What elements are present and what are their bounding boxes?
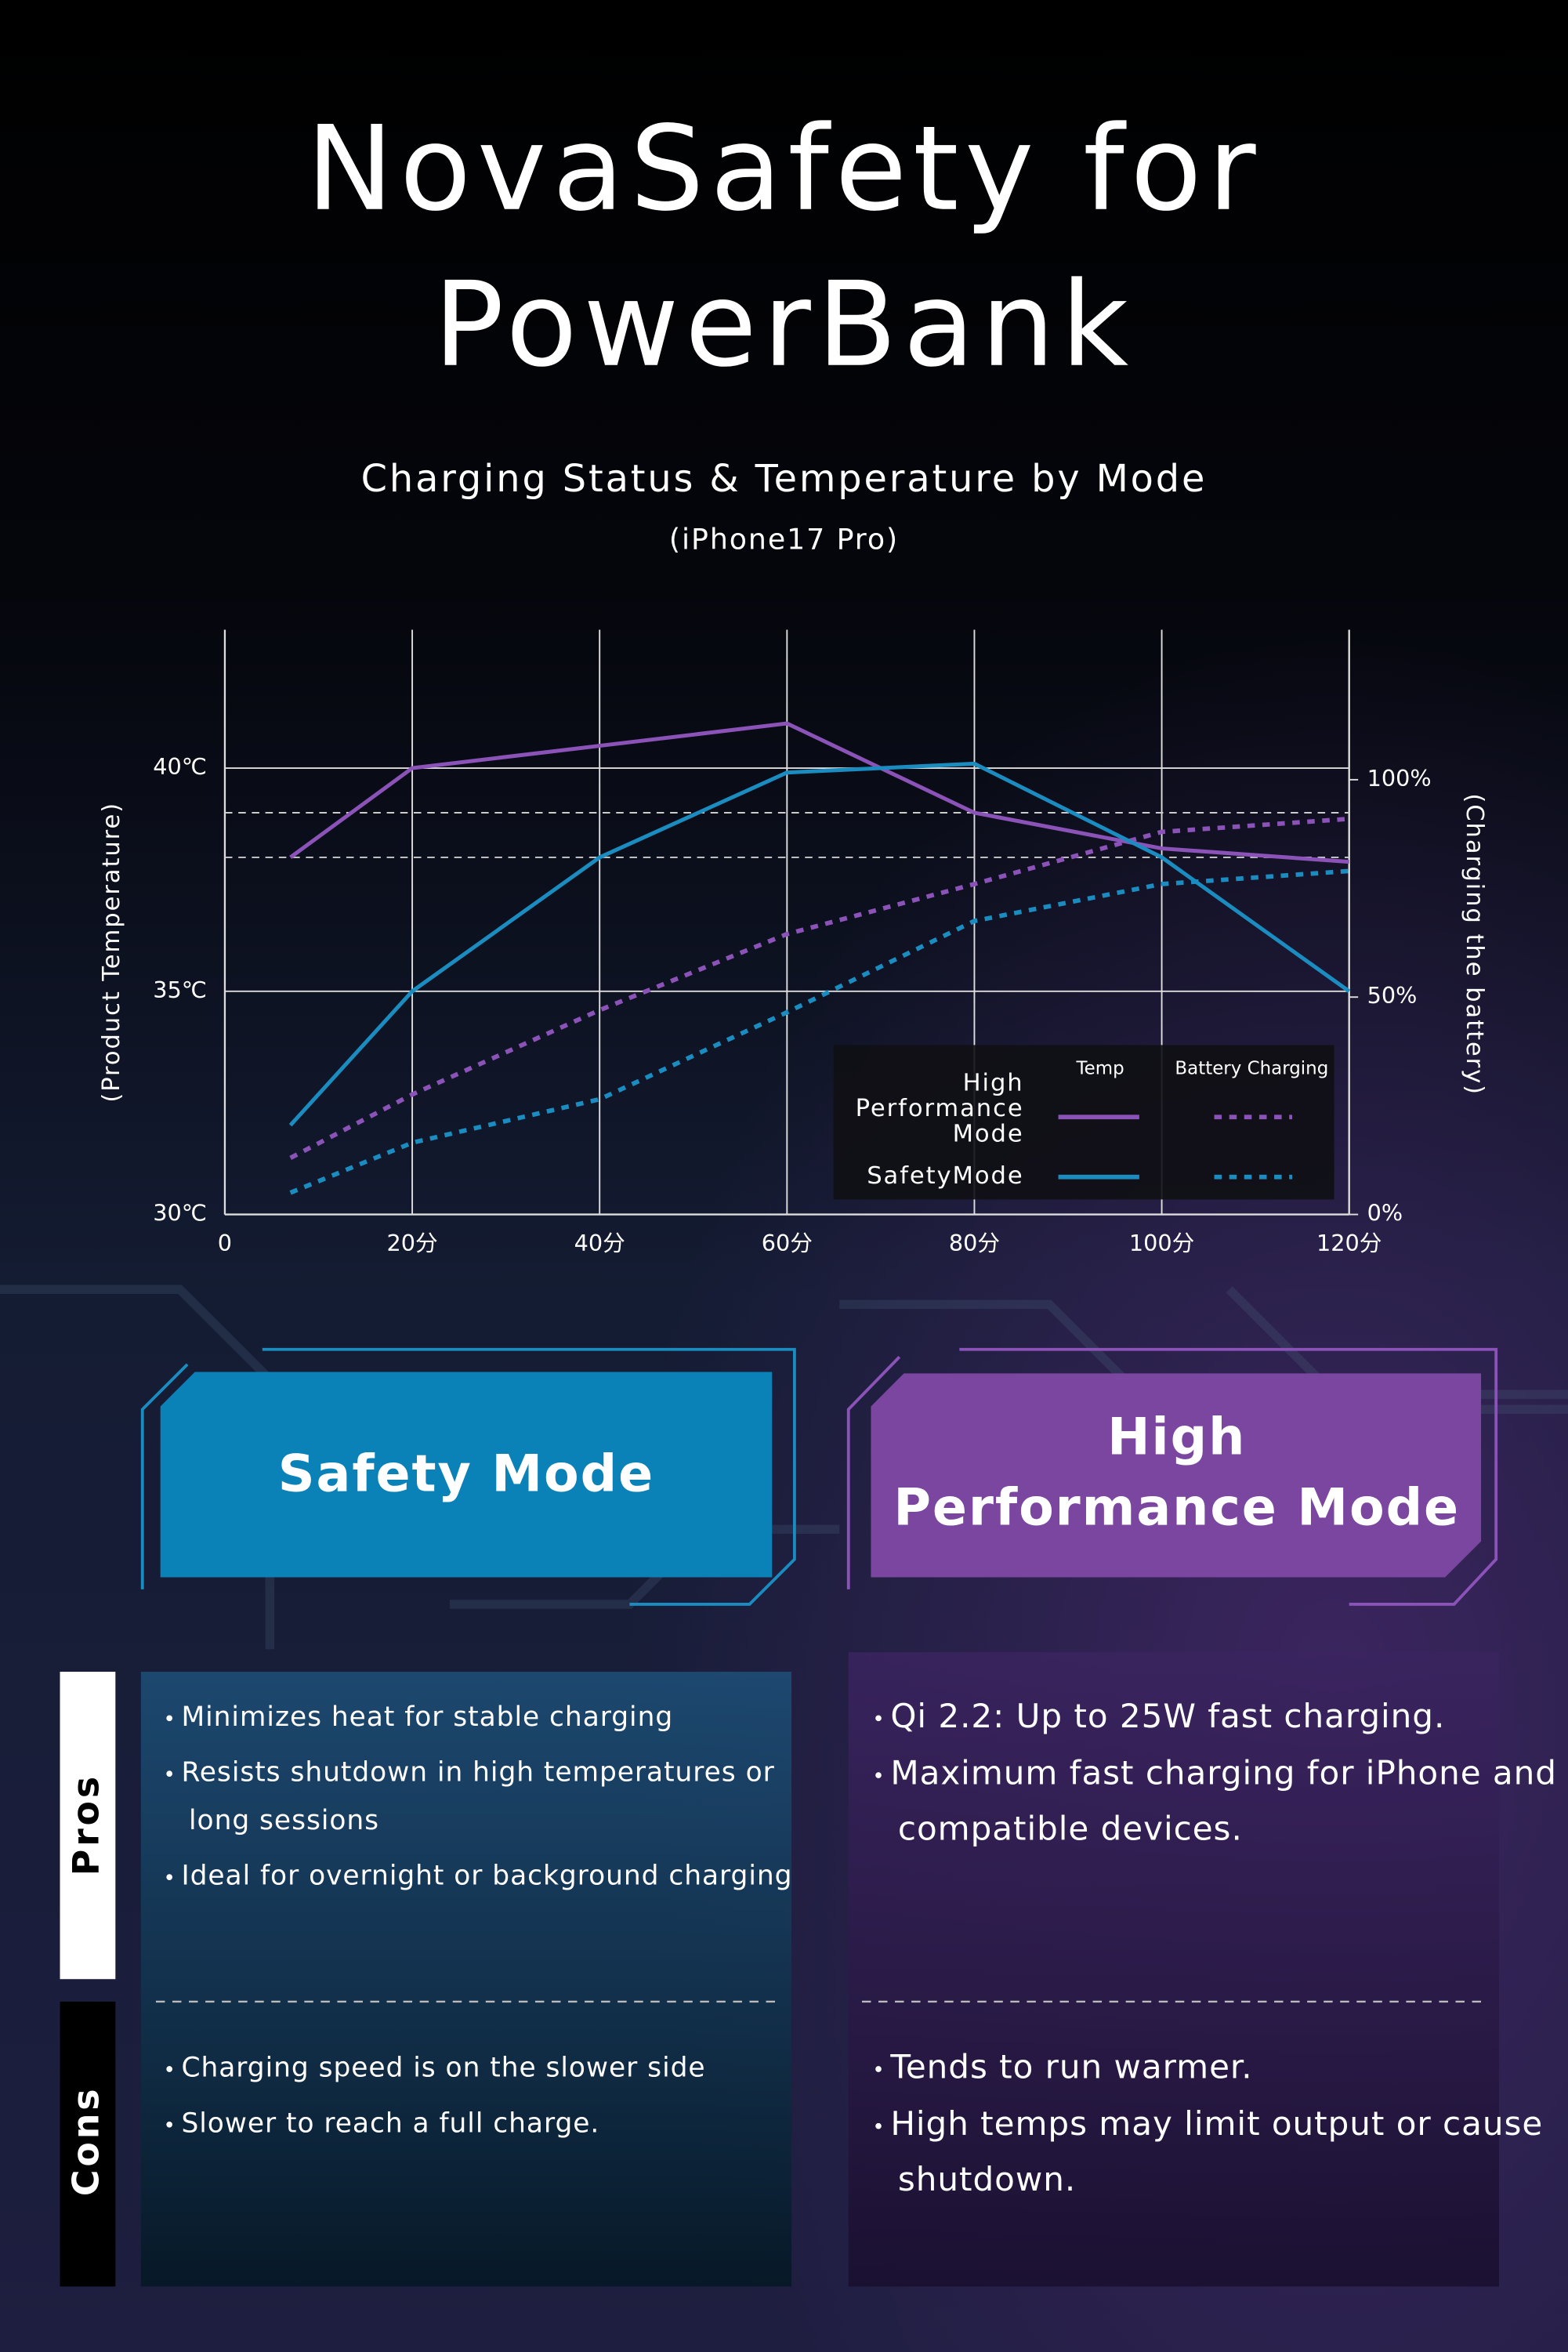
cons-text: Tends to run warmer. <box>889 2048 1252 2086</box>
series-line <box>288 761 1351 1127</box>
bullet <box>166 1715 172 1722</box>
legend-label: Performance <box>856 1095 1024 1122</box>
legend-label: SafetyMode <box>867 1162 1023 1190</box>
mode-title: High <box>1107 1408 1246 1467</box>
y2-tick-label: 50% <box>1367 982 1418 1009</box>
legend-box <box>833 1045 1334 1200</box>
pros-text: long sessions <box>189 1805 379 1836</box>
pros-text: Ideal for overnight or background chargi… <box>181 1861 792 1892</box>
bullet <box>166 1770 172 1777</box>
x-tick-label: 40分 <box>574 1230 625 1256</box>
legend-column: Temp <box>1076 1059 1124 1079</box>
x-tick-label: 120分 <box>1316 1230 1382 1256</box>
device: (iPhone17 Pro) <box>669 523 899 556</box>
row-label: Cons <box>64 2086 107 2197</box>
mode-title: Performance Mode <box>893 1478 1460 1537</box>
legend-column: Battery Charging <box>1175 1059 1328 1079</box>
cons-text: Charging speed is on the slower side <box>181 2053 705 2084</box>
cons-text: shutdown. <box>898 2160 1076 2198</box>
x-tick-label: 20分 <box>386 1230 437 1256</box>
mode-card <box>871 1373 1482 1578</box>
pros-text: Minimizes heat for stable charging <box>181 1701 673 1733</box>
x-tick-label: 80分 <box>949 1230 1000 1256</box>
series-line <box>289 721 1349 864</box>
bullet <box>166 2066 172 2072</box>
series-line <box>289 816 1349 1161</box>
series-line <box>289 868 1349 1195</box>
y-tick-label: 35℃ <box>153 977 207 1003</box>
mode-panel <box>848 1652 1500 2287</box>
x-tick-label: 100分 <box>1129 1230 1194 1256</box>
subtitle: Charging Status & Temperature by Mode <box>361 458 1208 501</box>
y2-tick-label: 100% <box>1367 765 1432 792</box>
row-label-box <box>60 1672 116 1980</box>
card-outlines <box>140 1347 1498 1606</box>
bullet <box>875 2122 882 2129</box>
row-label-box <box>60 2001 116 2287</box>
y-tick-label: 30℃ <box>153 1200 207 1227</box>
legend-label: High <box>963 1070 1024 1097</box>
cons-text: High temps may limit output or cause <box>890 2104 1543 2143</box>
mode-card <box>160 1372 773 1578</box>
y-tick-label: 40℃ <box>153 753 207 780</box>
bullet <box>166 2121 172 2128</box>
y-axis-title: (Product Temperature) <box>98 802 125 1103</box>
mode-panel <box>140 1672 792 2287</box>
title-line: NovaSafety for <box>306 101 1262 237</box>
chart: 0 20分 40分 60分 80分 100分 120分 30℃ 35℃ 40℃ 0% 50% 100% T… <box>153 629 1432 1256</box>
mode-title: Safety Mode <box>278 1444 654 1503</box>
bullet <box>875 1715 882 1722</box>
pros-text: compatible devices. <box>898 1809 1243 1847</box>
cons-text: Slower to reach a full charge. <box>181 2107 599 2139</box>
row-label: Pros <box>64 1774 107 1875</box>
title-line: PowerBank <box>433 257 1135 393</box>
bullet <box>166 1874 172 1880</box>
pros-text: Resists shutdown in high temperatures or <box>181 1757 774 1788</box>
legend-label: Mode <box>953 1121 1024 1148</box>
bullet <box>875 2066 882 2072</box>
x-tick-label: 60分 <box>762 1230 813 1256</box>
pros-text: Qi 2.2: Up to 25W fast charging. <box>890 1697 1445 1735</box>
pros-text: Maximum fast charging for iPhone and <box>890 1754 1557 1792</box>
y2-axis-title: (Charging the battery) <box>1461 793 1488 1096</box>
x-tick-label: 0 <box>218 1230 232 1256</box>
y2-tick-label: 0% <box>1367 1200 1403 1227</box>
bullet <box>875 1772 882 1778</box>
